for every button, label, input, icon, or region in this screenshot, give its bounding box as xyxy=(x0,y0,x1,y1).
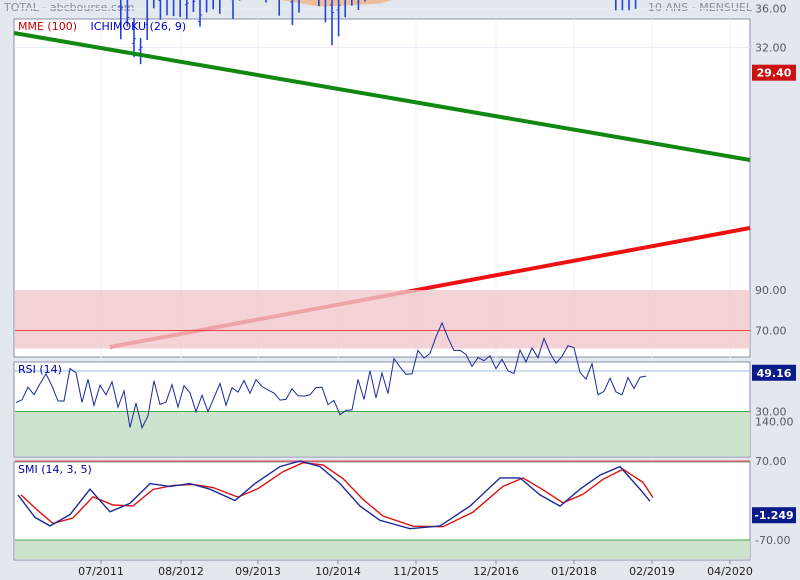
main-y-tick: 36.00 xyxy=(755,3,787,16)
main-legend: MME (100) ICHIMOKU (26, 9) xyxy=(18,20,186,33)
main-y-tick: 32.00 xyxy=(755,41,787,54)
rsi-y-tick: 90.00 xyxy=(755,284,787,297)
ichimoku-cloud xyxy=(280,0,393,7)
x-tick-label: 12/2016 xyxy=(473,565,519,578)
rsi-y-tick: 30.00 xyxy=(755,406,787,419)
smi-line xyxy=(17,460,651,530)
trendline-resistance xyxy=(13,31,751,162)
rsi-label: RSI (14) xyxy=(18,363,62,376)
x-tick-label: 04/2020 xyxy=(707,565,753,578)
smi-y-tick: 70.00 xyxy=(755,455,787,468)
smi-label: SMI (14, 3, 5) xyxy=(18,463,92,476)
smi-y-tick: -70.00 xyxy=(755,534,790,547)
x-tick-label: 10/2014 xyxy=(315,565,361,578)
price-tag-bg xyxy=(752,64,796,81)
price-bars xyxy=(118,0,637,65)
x-tick-label: 11/2015 xyxy=(393,565,439,578)
smi-y-tick: 140.00 xyxy=(755,415,794,428)
smi-value-bg xyxy=(752,507,796,524)
smi-value-tag: -1.249 xyxy=(754,509,793,522)
rsi-overbought-zone xyxy=(15,290,750,349)
main-labels: 56.8248.0929.40 xyxy=(752,64,796,81)
chart-source-title: TOTAL - abcbourse.com xyxy=(4,1,135,14)
legend-ichimoku: ICHIMOKU (26, 9) xyxy=(90,20,187,33)
price-tag: 29.40 xyxy=(757,67,792,80)
x-axis: 07/2011 08/2012 09/2013 10/2014 11/2015 12/20… xyxy=(78,560,753,578)
rsi-value-bg xyxy=(752,364,796,381)
rsi-y-tick: 70.00 xyxy=(755,325,787,338)
smi-panel: 140.00 70.00 -70.00 -1.249 xyxy=(15,415,796,559)
legend-mme: MME (100) xyxy=(18,20,78,33)
rsi-panel: 90.00 70.00 30.00 49.16 xyxy=(15,284,796,456)
rsi-value-tag: 49.16 xyxy=(757,367,792,380)
x-tick-label: 02/2019 xyxy=(629,565,675,578)
x-tick-label: 08/2012 xyxy=(158,565,204,578)
rsi-line xyxy=(15,321,647,430)
chart-period-label: 10 ANS - MENSUEL xyxy=(648,1,752,14)
x-tick-label: 01/2018 xyxy=(551,565,597,578)
rsi-oversold-zone xyxy=(15,411,750,456)
x-tick-label: 07/2011 xyxy=(78,565,124,578)
cloud-area xyxy=(280,0,393,7)
x-tick-label: 09/2013 xyxy=(235,565,281,578)
smi-lower-zone xyxy=(15,540,750,559)
